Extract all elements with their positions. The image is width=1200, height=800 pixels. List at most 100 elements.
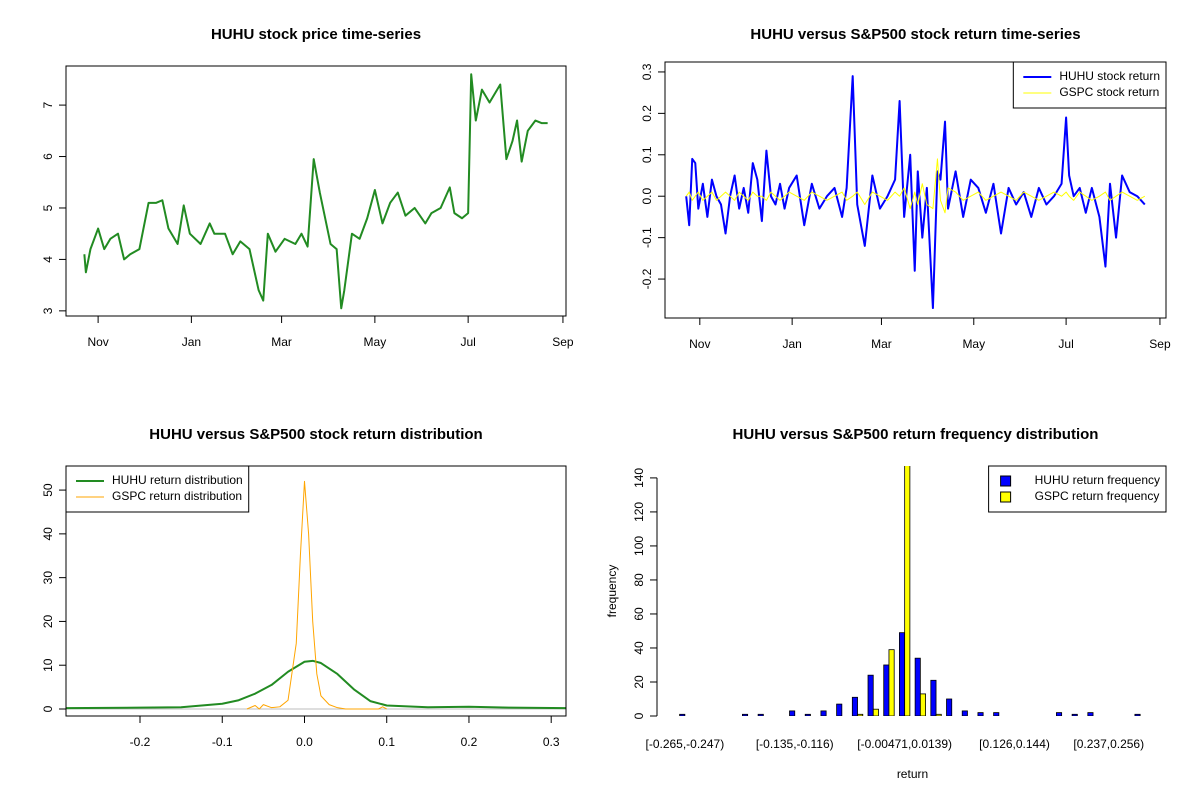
y-tick-label: 140 bbox=[632, 468, 646, 488]
x-tick-label: Sep bbox=[1149, 337, 1171, 351]
bar bbox=[930, 679, 937, 716]
y-tick-label: 3 bbox=[41, 307, 55, 314]
bar bbox=[977, 712, 984, 716]
bar bbox=[961, 710, 968, 716]
legend-box bbox=[65, 465, 250, 513]
bar bbox=[820, 710, 827, 716]
y-tick-label: 0.0 bbox=[640, 188, 654, 205]
y-tick-label: 60 bbox=[632, 607, 646, 621]
x-tick-label: -0.1 bbox=[212, 735, 233, 749]
legend-box bbox=[1012, 61, 1167, 109]
series-line bbox=[685, 158, 1146, 214]
y-tick-label: 20 bbox=[632, 675, 646, 689]
bar bbox=[679, 713, 686, 716]
x-tick-label: Mar bbox=[271, 335, 292, 349]
legend-box bbox=[988, 465, 1167, 513]
x-tick-label: 0.2 bbox=[461, 735, 478, 749]
x-tick-label: [-0.00471,0.0139) bbox=[857, 737, 952, 751]
series-line bbox=[66, 659, 566, 710]
legend-label: HUHU stock return bbox=[1059, 69, 1160, 83]
x-tick-label: Nov bbox=[689, 337, 710, 351]
y-tick-label: 30 bbox=[41, 571, 55, 585]
bar bbox=[1071, 713, 1078, 716]
plot-area bbox=[685, 75, 1146, 310]
bar bbox=[857, 713, 864, 716]
plot-area bbox=[679, 466, 1141, 716]
chart-title: HUHU versus S&P500 stock return distribu… bbox=[149, 426, 482, 443]
x-tick-label: Nov bbox=[87, 335, 108, 349]
legend: HUHU return distribution GSPC return dist… bbox=[65, 465, 250, 513]
bar bbox=[851, 696, 858, 716]
legend-label: HUHU return distribution bbox=[112, 473, 243, 487]
bar bbox=[883, 664, 890, 716]
y-tick-label: -0.2 bbox=[640, 268, 654, 289]
bar bbox=[993, 712, 1000, 716]
bar bbox=[935, 713, 942, 716]
series-line bbox=[83, 73, 548, 310]
y-tick-label: 7 bbox=[41, 101, 55, 108]
x-tick-label: [0.237,0.256) bbox=[1073, 737, 1144, 751]
bar bbox=[1134, 713, 1141, 716]
bar bbox=[789, 710, 796, 716]
chart-title: HUHU versus S&P500 return frequency dist… bbox=[733, 426, 1099, 443]
bar bbox=[757, 713, 764, 716]
bar bbox=[804, 713, 811, 716]
legend-label: GSPC return distribution bbox=[112, 489, 242, 503]
legend: HUHU return frequency GSPC return frequen… bbox=[988, 465, 1167, 513]
y-tick-label: 0.2 bbox=[640, 105, 654, 122]
y-tick-label: 0 bbox=[41, 705, 55, 712]
bar bbox=[1087, 712, 1094, 716]
y-tick-label: -0.1 bbox=[640, 227, 654, 248]
x-tick-label: Jan bbox=[182, 335, 201, 349]
y-tick-label: 100 bbox=[632, 536, 646, 556]
x-tick-label: May bbox=[962, 337, 985, 351]
y-tick-label: 10 bbox=[41, 658, 55, 672]
bar bbox=[888, 649, 895, 716]
x-tick-label: Jan bbox=[782, 337, 801, 351]
y-axis-title: frequency bbox=[605, 565, 619, 618]
legend-label: HUHU return frequency bbox=[1035, 473, 1160, 487]
bar bbox=[899, 632, 906, 716]
bar bbox=[836, 703, 843, 716]
y-tick-label: 0 bbox=[632, 712, 646, 719]
x-tick-label: -0.2 bbox=[130, 735, 151, 749]
bar bbox=[919, 693, 926, 716]
x-tick-label: 0.1 bbox=[378, 735, 395, 749]
legend-swatch bbox=[1000, 491, 1012, 503]
x-axis-title: return bbox=[897, 767, 928, 781]
legend-label: GSPC stock return bbox=[1059, 85, 1159, 99]
x-tick-label: 0.0 bbox=[296, 735, 313, 749]
y-tick-label: 80 bbox=[632, 573, 646, 587]
x-tick-label: Sep bbox=[552, 335, 574, 349]
series-line bbox=[246, 480, 387, 710]
y-tick-label: 50 bbox=[41, 483, 55, 497]
bar bbox=[904, 466, 911, 716]
y-tick-label: 0.1 bbox=[640, 146, 654, 163]
y-tick-label: 5 bbox=[41, 204, 55, 211]
bar bbox=[742, 713, 749, 716]
legend: HUHU stock return GSPC stock return bbox=[1012, 61, 1167, 109]
bar bbox=[946, 698, 953, 716]
bar bbox=[914, 657, 921, 716]
plot-area bbox=[83, 73, 548, 310]
x-tick-label: Mar bbox=[871, 337, 892, 351]
y-tick-label: 40 bbox=[41, 527, 55, 541]
legend-swatch bbox=[1000, 475, 1012, 487]
series-line bbox=[685, 75, 1146, 310]
bar bbox=[867, 674, 874, 716]
y-tick-label: 0.3 bbox=[640, 63, 654, 80]
x-tick-label: [0.126,0.144) bbox=[979, 737, 1050, 751]
plot-area bbox=[66, 480, 566, 710]
bar bbox=[872, 708, 879, 716]
x-tick-label: [-0.135,-0.116) bbox=[756, 737, 834, 751]
y-tick-label: 20 bbox=[41, 614, 55, 628]
y-tick-label: 4 bbox=[41, 256, 55, 263]
chart-title: HUHU stock price time-series bbox=[211, 26, 421, 43]
y-tick-label: 40 bbox=[632, 641, 646, 655]
chart-title: HUHU versus S&P500 stock return time-ser… bbox=[750, 26, 1080, 43]
bar bbox=[1056, 712, 1063, 716]
legend-label: GSPC return frequency bbox=[1035, 489, 1160, 503]
